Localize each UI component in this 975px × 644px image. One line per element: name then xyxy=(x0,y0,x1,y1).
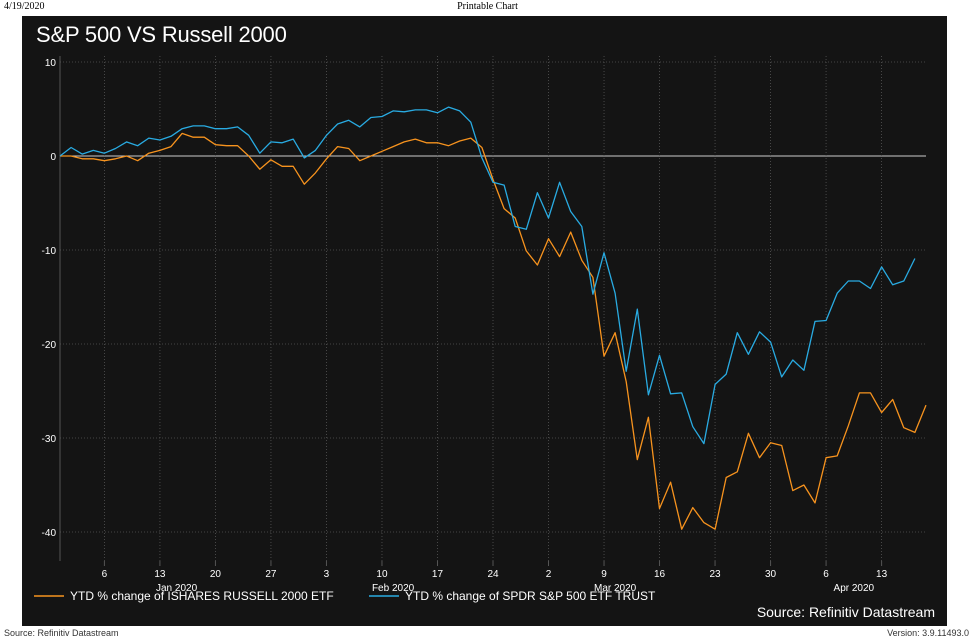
print-page-title: Printable Chart xyxy=(457,1,518,12)
y-tick-label: -20 xyxy=(42,340,57,351)
x-tick-label: 13 xyxy=(154,569,166,580)
chart-title: S&P 500 VS Russell 2000 xyxy=(36,22,287,47)
x-tick-label: 17 xyxy=(432,569,444,580)
x-tick-label: 30 xyxy=(765,569,777,580)
chart-source-label: Source: Refinitiv Datastream xyxy=(756,604,935,620)
x-tick-label: 6 xyxy=(102,569,108,580)
x-tick-label: 24 xyxy=(487,569,499,580)
x-month-label: Mar 2020 xyxy=(594,583,637,594)
y-tick-label: 10 xyxy=(45,58,57,69)
sp500-line xyxy=(59,106,916,445)
x-tick-label: 2 xyxy=(546,569,552,580)
x-month-label: Feb 2020 xyxy=(372,583,415,594)
x-tick-label: 23 xyxy=(709,569,721,580)
legend-sp500-label: YTD % change of SPDR S&P 500 ETF TRUST xyxy=(405,589,656,603)
footer-source: Source: Refinitiv Datastream xyxy=(4,628,119,638)
x-tick-label: 16 xyxy=(654,569,666,580)
x-month-label: Jan 2020 xyxy=(156,583,198,594)
footer-version: Version: 3.9.11493.0 xyxy=(887,628,969,638)
x-month-label: Apr 2020 xyxy=(834,583,875,594)
x-tick-label: 27 xyxy=(265,569,277,580)
legend-russell-label: YTD % change of ISHARES RUSSELL 2000 ETF xyxy=(70,589,334,603)
x-tick-label: 9 xyxy=(601,569,607,580)
y-tick-label: -30 xyxy=(42,434,57,445)
x-tick-label: 13 xyxy=(876,569,888,580)
chart-panel: 10 0 -10 -20 -30 -40 6 13 20 27 3 10 17 24 2 9 16 23 30 6 13… xyxy=(22,16,947,626)
x-tick-label: 3 xyxy=(324,569,330,580)
print-date: 4/19/2020 xyxy=(4,1,45,12)
y-tick-label: 0 xyxy=(50,152,56,163)
x-tick-label: 20 xyxy=(210,569,222,580)
russell-2000-line xyxy=(60,132,927,530)
print-footer: Source: Refinitiv Datastream Version: 3.… xyxy=(0,628,975,642)
y-tick-label: -10 xyxy=(42,246,57,257)
chart-svg: 10 0 -10 -20 -30 -40 6 13 20 27 3 10 17 24 2 9 16 23 30 6 13… xyxy=(34,56,927,603)
print-header: 4/19/2020 Printable Chart xyxy=(0,0,975,16)
x-tick-label: 10 xyxy=(376,569,388,580)
x-tick-label: 6 xyxy=(823,569,829,580)
y-tick-label: -40 xyxy=(42,528,57,539)
